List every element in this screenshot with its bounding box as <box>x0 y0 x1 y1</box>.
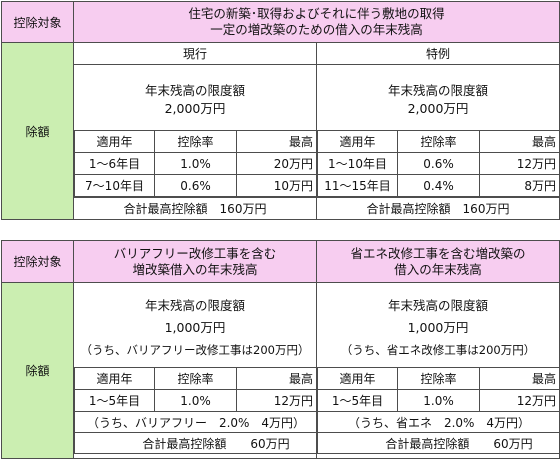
limit-note: （うち、バリアフリー改修工事は200万円） <box>80 343 310 357</box>
cell-year: 11～15年目 <box>317 174 398 197</box>
cell-max: 12万円 <box>479 389 560 412</box>
column-heading-barrier-free: バリアフリー改修工事を含む 増改築借入の年末残高 <box>73 240 317 283</box>
total-current: 合計最高控除額 160万円 <box>73 197 317 220</box>
cell-max: 12万円 <box>479 152 560 175</box>
limit-title: 年末残高の限度額 <box>387 298 488 313</box>
limit-value: 1,000万円 <box>164 320 226 335</box>
cell-rate: 0.6% <box>397 152 480 175</box>
barrier-free-detail: 年末残高の限度額 1,000万円 （うち、バリアフリー改修工事は200万円） 適… <box>73 282 318 459</box>
limit-value: 2,000万円 <box>407 101 469 116</box>
limit-value: 2,000万円 <box>164 101 226 116</box>
rate-table: 適用年 控除率 最高 1～6年目 1.0% 20万円 7～10年目 0.6% 1… <box>74 130 318 197</box>
sub-note: （うち、バリアフリー 2.0% 4万円） <box>74 411 318 433</box>
subject-label: 控除対象 <box>1 1 74 43</box>
cell-max: 8万円 <box>479 174 560 197</box>
current-detail: 年末残高の限度額 2,000万円 適用年 控除率 最高 1～6年目 1.0% 2… <box>73 64 318 198</box>
header-rate: 控除率 <box>154 130 237 153</box>
header-rate: 控除率 <box>397 367 480 390</box>
header-max: 最高 <box>479 130 560 153</box>
cell-year: 1～5年目 <box>74 389 155 412</box>
column-heading-energy-saving: 省エネ改修工事を含む増改築の 借入の年末残高 <box>316 240 560 283</box>
total-energy-saving: 合計最高控除額 60万円 <box>317 432 560 454</box>
cell-year: 1～5年目 <box>317 389 398 412</box>
deduction-label: 除額 <box>1 42 74 220</box>
subject-line-2: 一定の増改築のための借入の年末残高 <box>210 22 423 37</box>
limit-title: 年末残高の限度額 <box>388 83 489 98</box>
heading-line-2: 借入の年末残高 <box>394 261 482 277</box>
header-max: 最高 <box>236 130 318 153</box>
heading-line-1: バリアフリー改修工事を含む <box>113 245 277 261</box>
heading-line-2: 増改築借入の年末残高 <box>132 261 258 277</box>
energy-saving-detail: 年末残高の限度額 1,000万円 （うち、省エネ改修工事は200万円） 適用年 … <box>316 282 560 459</box>
cell-max: 20万円 <box>236 152 318 175</box>
limit-title: 年末残高の限度額 <box>144 298 245 313</box>
header-year: 適用年 <box>317 367 398 390</box>
header-rate: 控除率 <box>154 367 237 390</box>
header-year: 適用年 <box>74 130 155 153</box>
total-barrier-free: 合計最高控除額 60万円 <box>74 432 318 454</box>
cell-rate: 1.0% <box>154 389 237 412</box>
cell-year: 1～6年目 <box>74 152 155 175</box>
header-max: 最高 <box>479 367 560 390</box>
cell-rate: 0.4% <box>397 174 480 197</box>
header-max: 最高 <box>236 367 318 390</box>
limit-note: （うち、省エネ改修工事は200万円） <box>340 343 536 357</box>
cell-max: 12万円 <box>236 389 318 412</box>
cell-year: 7～10年目 <box>74 174 155 197</box>
header-year: 適用年 <box>74 367 155 390</box>
special-detail: 年末残高の限度額 2,000万円 適用年 控除率 最高 1～10年目 0.6% … <box>315 64 560 198</box>
cell-rate: 0.6% <box>154 174 237 197</box>
cell-rate: 1.0% <box>397 389 480 412</box>
subject-text: 住宅の新築･取得およびそれに伴う敷地の取得 一定の増改築のための借入の年末残高 <box>72 1 560 43</box>
cell-rate: 1.0% <box>154 152 237 175</box>
column-heading-current: 現行 <box>73 42 317 65</box>
rate-table: 適用年 控除率 最高 1～5年目 1.0% 12万円 （うち、省エネ 2.0% … <box>317 367 560 454</box>
table-renovation: 控除対象 バリアフリー改修工事を含む 増改築借入の年末残高 省エネ改修工事を含む… <box>1 240 560 459</box>
deduction-label: 除額 <box>1 282 74 459</box>
subject-label: 控除対象 <box>1 240 74 283</box>
header-rate: 控除率 <box>397 130 480 153</box>
cell-max: 10万円 <box>236 174 318 197</box>
rate-table: 適用年 控除率 最高 1～5年目 1.0% 12万円 （うち、バリアフリー 2.… <box>74 367 318 454</box>
table-current-vs-special: 控除対象 住宅の新築･取得およびそれに伴う敷地の取得 一定の増改築のための借入の… <box>1 1 560 220</box>
limit-title: 年末残高の限度額 <box>144 83 245 98</box>
heading-line-1: 省エネ改修工事を含む増改築の <box>350 245 526 261</box>
total-special: 合計最高控除額 160万円 <box>315 197 560 220</box>
sub-note: （うち、省エネ 2.0% 4万円） <box>317 411 560 433</box>
column-heading-special: 特例 <box>315 42 560 65</box>
cell-year: 1～10年目 <box>317 152 398 175</box>
rate-table: 適用年 控除率 最高 1～10年目 0.6% 12万円 11～15年目 0.4%… <box>317 130 560 197</box>
header-year: 適用年 <box>317 130 398 153</box>
limit-value: 1,000万円 <box>407 320 469 335</box>
subject-line-1: 住宅の新築･取得およびそれに伴う敷地の取得 <box>188 6 445 21</box>
